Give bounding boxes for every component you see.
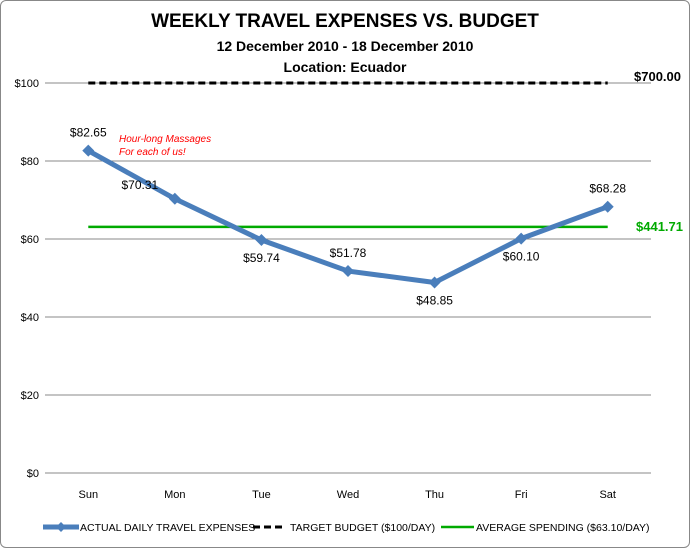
average-spending-total: $441.71 xyxy=(636,219,683,234)
x-tick-label: Sat xyxy=(599,489,616,501)
y-tick-label: $100 xyxy=(15,78,39,90)
data-label: $51.78 xyxy=(330,246,367,260)
data-label: $82.65 xyxy=(70,126,107,140)
chart-title: WEEKLY TRAVEL EXPENSES VS. BUDGET xyxy=(151,11,539,32)
data-label: $59.74 xyxy=(243,251,280,265)
data-label: $70.31 xyxy=(122,178,159,192)
legend-label-actual: ACTUAL DAILY TRAVEL EXPENSES xyxy=(80,522,255,534)
y-tick-label: $0 xyxy=(27,468,39,480)
data-point-marker xyxy=(82,144,95,157)
y-tick-label: $80 xyxy=(21,156,39,168)
data-label: $60.10 xyxy=(503,250,540,264)
legend-marker-actual xyxy=(56,522,66,532)
legend-label-target: TARGET BUDGET ($100/DAY) xyxy=(290,522,435,534)
y-tick-label: $40 xyxy=(21,312,39,324)
x-tick-label: Mon xyxy=(164,489,185,501)
x-tick-label: Wed xyxy=(337,489,359,501)
annotation: For each of us! xyxy=(119,147,186,158)
legend-label-average: AVERAGE SPENDING ($63.10/DAY) xyxy=(476,522,650,534)
target-budget-total: $700.00 xyxy=(634,69,681,84)
y-tick-label: $60 xyxy=(21,234,39,246)
annotation: Hour-long Massages xyxy=(119,134,211,145)
x-tick-label: Thu xyxy=(425,489,444,501)
data-point-marker xyxy=(515,232,528,245)
data-label: $48.85 xyxy=(416,293,453,307)
chart-subtitle: 12 December 2010 - 18 December 2010 xyxy=(216,38,474,54)
x-tick-label: Sun xyxy=(78,489,98,501)
data-point-marker xyxy=(342,265,354,278)
chart-location: Location: Ecuador xyxy=(283,59,407,75)
data-point-marker xyxy=(255,234,268,247)
data-point-marker xyxy=(428,276,441,289)
data-label: $68.28 xyxy=(589,182,626,196)
data-point-marker xyxy=(601,200,614,213)
x-tick-label: Fri xyxy=(515,489,528,501)
x-tick-label: Tue xyxy=(252,489,271,501)
y-tick-label: $20 xyxy=(21,390,39,402)
data-point-marker xyxy=(168,192,181,205)
